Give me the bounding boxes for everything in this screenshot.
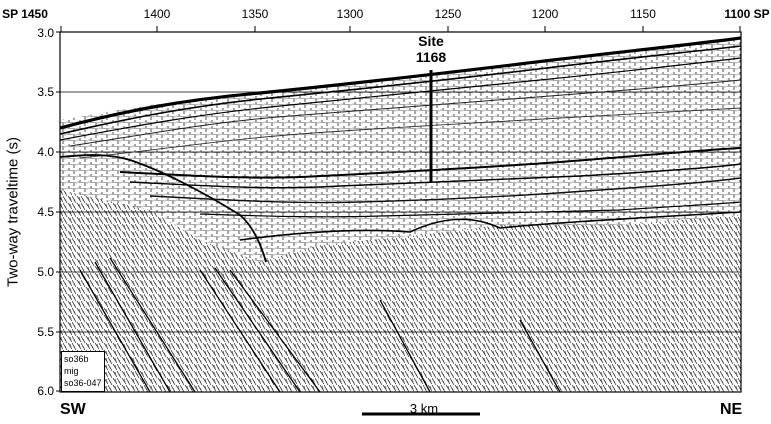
scale-bar-label: 3 km bbox=[409, 401, 439, 416]
legend-line2: mig bbox=[64, 366, 79, 376]
top-tick-1350: 1350 bbox=[241, 7, 269, 21]
top-tick-1150: 1150 bbox=[630, 7, 656, 21]
reflector-1 bbox=[60, 45, 741, 135]
reflector-8 bbox=[199, 201, 741, 218]
top-tick-1300: 1300 bbox=[336, 7, 364, 21]
reflector-6 bbox=[129, 163, 741, 189]
left-tick-4-5: 4.5 bbox=[37, 205, 54, 219]
left-tick-4-0: 4.0 bbox=[37, 145, 54, 159]
dipping-events bbox=[79, 257, 561, 392]
top-tick-sp1450: SP 1450 bbox=[2, 7, 48, 21]
legend-line3: so36-047 bbox=[64, 378, 102, 388]
reflector-2 bbox=[60, 57, 741, 141]
seafloor-reflector bbox=[60, 36, 741, 130]
time-gridlines bbox=[60, 91, 741, 333]
top-axis-ticks bbox=[60, 26, 741, 32]
left-tick-6-0: 6.0 bbox=[37, 384, 54, 398]
left-tick-3-5: 3.5 bbox=[37, 85, 54, 99]
water-column bbox=[60, 32, 741, 120]
top-tick-1200: 1200 bbox=[531, 7, 559, 21]
site-label-line2: 1168 bbox=[415, 49, 447, 65]
reflector-3 bbox=[69, 79, 741, 147]
left-tick-5-5: 5.5 bbox=[37, 325, 54, 339]
top-tick-1250: 1250 bbox=[434, 7, 462, 21]
basement-top bbox=[239, 211, 741, 241]
reflector-7 bbox=[149, 177, 741, 204]
slope-reflector bbox=[60, 154, 267, 263]
survey-legend-box: so36b mig so36-047 bbox=[61, 351, 105, 392]
left-axis-ticks bbox=[56, 31, 60, 392]
direction-sw: SW bbox=[60, 401, 86, 418]
direction-ne: NE bbox=[720, 401, 743, 418]
top-tick-1400: 1400 bbox=[143, 7, 171, 21]
left-tick-5-0: 5.0 bbox=[37, 265, 54, 279]
reflector-4 bbox=[79, 107, 741, 159]
left-tick-3-0: 3.0 bbox=[37, 26, 54, 40]
legend-line1: so36b bbox=[64, 354, 89, 364]
site-label-line1: Site bbox=[418, 33, 444, 49]
site-label: Site 1168 bbox=[409, 33, 453, 65]
top-tick-sp1100: 1100 SP bbox=[724, 7, 770, 21]
